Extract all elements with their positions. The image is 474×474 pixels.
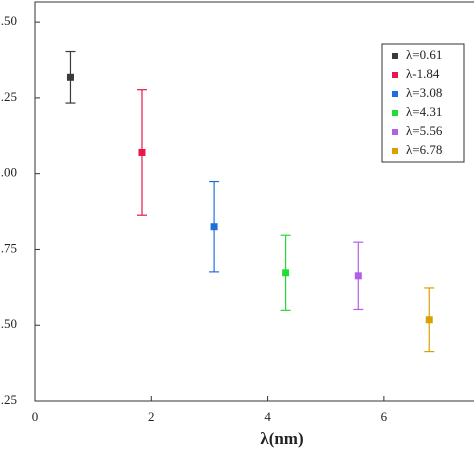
legend-swatch xyxy=(392,72,398,78)
y-tick-label: .75 xyxy=(1,240,17,255)
y-tick-label: .50 xyxy=(1,316,17,331)
x-tick-label: 4 xyxy=(264,409,271,424)
x-axis-label: λ(nm) xyxy=(260,429,303,448)
legend-swatch xyxy=(392,53,398,59)
marker xyxy=(210,223,218,231)
x-tick-label: 6 xyxy=(381,409,388,424)
x-tick-label: 2 xyxy=(148,409,155,424)
legend-swatch xyxy=(392,110,398,116)
legend-swatch xyxy=(392,148,398,154)
plot-frame xyxy=(34,1,474,402)
legend-label: λ=5.56 xyxy=(406,123,443,138)
legend-label: λ=0.61 xyxy=(406,47,442,62)
legend-swatch xyxy=(392,91,398,97)
marker xyxy=(66,73,74,81)
y-tick-label: .25 xyxy=(1,89,17,104)
y-tick-label: .50 xyxy=(1,13,17,28)
x-tick-label: 0 xyxy=(32,409,39,424)
legend-label: λ-1.84 xyxy=(406,66,440,81)
y-tick-label: .25 xyxy=(1,392,17,407)
marker xyxy=(138,148,146,156)
legend-label: λ=3.08 xyxy=(406,85,442,100)
marker xyxy=(282,269,290,277)
legend-swatch xyxy=(392,129,398,135)
y-tick-label: .00 xyxy=(1,165,17,180)
legend-label: λ=6.78 xyxy=(406,142,442,157)
legend-box xyxy=(381,43,465,163)
marker xyxy=(425,316,433,324)
legend-label: λ=4.31 xyxy=(406,104,442,119)
marker xyxy=(354,272,362,280)
